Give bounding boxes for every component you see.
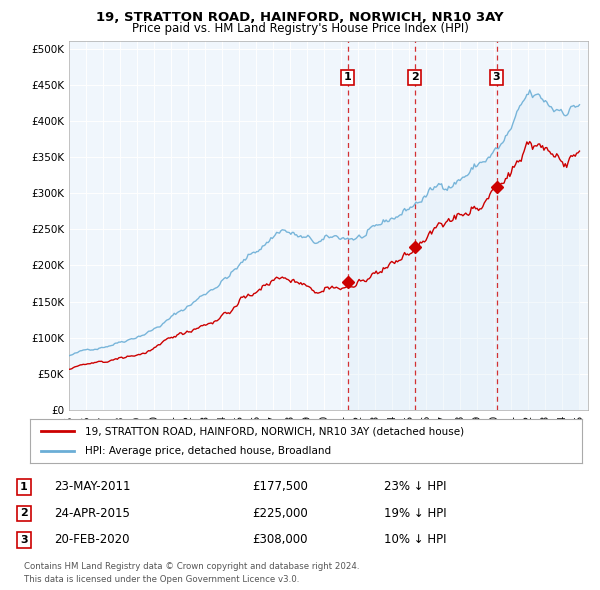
Text: £308,000: £308,000	[252, 533, 308, 546]
Text: 19% ↓ HPI: 19% ↓ HPI	[384, 507, 446, 520]
Text: 10% ↓ HPI: 10% ↓ HPI	[384, 533, 446, 546]
Text: 20-FEB-2020: 20-FEB-2020	[54, 533, 130, 546]
Text: 23-MAY-2011: 23-MAY-2011	[54, 480, 131, 493]
Text: HPI: Average price, detached house, Broadland: HPI: Average price, detached house, Broa…	[85, 446, 331, 455]
Text: 2: 2	[20, 509, 28, 518]
Text: 23% ↓ HPI: 23% ↓ HPI	[384, 480, 446, 493]
Text: Price paid vs. HM Land Registry's House Price Index (HPI): Price paid vs. HM Land Registry's House …	[131, 22, 469, 35]
Text: 1: 1	[344, 73, 352, 83]
Text: 3: 3	[493, 73, 500, 83]
Text: £177,500: £177,500	[252, 480, 308, 493]
Text: This data is licensed under the Open Government Licence v3.0.: This data is licensed under the Open Gov…	[24, 575, 299, 584]
Text: 24-APR-2015: 24-APR-2015	[54, 507, 130, 520]
Text: 1: 1	[20, 482, 28, 491]
Text: £225,000: £225,000	[252, 507, 308, 520]
Text: 2: 2	[411, 73, 418, 83]
Text: Contains HM Land Registry data © Crown copyright and database right 2024.: Contains HM Land Registry data © Crown c…	[24, 562, 359, 571]
Text: 3: 3	[20, 535, 28, 545]
Text: 19, STRATTON ROAD, HAINFORD, NORWICH, NR10 3AY: 19, STRATTON ROAD, HAINFORD, NORWICH, NR…	[96, 11, 504, 24]
Text: 19, STRATTON ROAD, HAINFORD, NORWICH, NR10 3AY (detached house): 19, STRATTON ROAD, HAINFORD, NORWICH, NR…	[85, 427, 464, 436]
